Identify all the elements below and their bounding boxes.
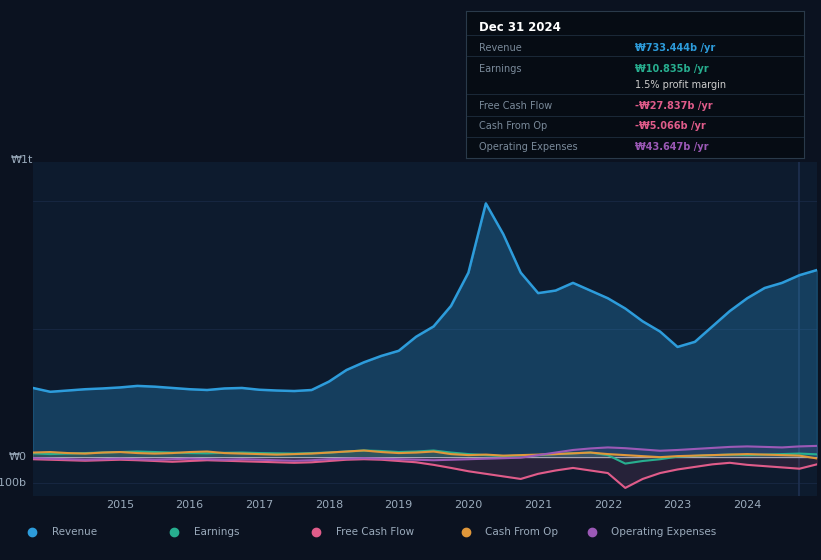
Text: Dec 31 2024: Dec 31 2024: [479, 21, 561, 35]
Text: -₩27.837b /yr: -₩27.837b /yr: [635, 101, 713, 111]
Text: ₩10.835b /yr: ₩10.835b /yr: [635, 64, 709, 74]
Text: Earnings: Earnings: [479, 64, 521, 74]
Text: ₩1t: ₩1t: [11, 155, 33, 165]
Text: 1.5% profit margin: 1.5% profit margin: [635, 80, 726, 90]
Text: Operating Expenses: Operating Expenses: [479, 142, 578, 152]
Text: ₩43.647b /yr: ₩43.647b /yr: [635, 142, 709, 152]
Text: Cash From Op: Cash From Op: [485, 527, 558, 537]
Text: Cash From Op: Cash From Op: [479, 122, 548, 131]
Text: Operating Expenses: Operating Expenses: [612, 527, 717, 537]
Text: Free Cash Flow: Free Cash Flow: [479, 101, 553, 111]
Text: Earnings: Earnings: [194, 527, 239, 537]
Text: Revenue: Revenue: [52, 527, 97, 537]
Text: -₩100b: -₩100b: [0, 478, 26, 488]
Text: Revenue: Revenue: [479, 44, 522, 53]
Text: ₩733.444b /yr: ₩733.444b /yr: [635, 44, 715, 53]
Text: -₩5.066b /yr: -₩5.066b /yr: [635, 122, 705, 131]
Text: ₩0: ₩0: [8, 452, 26, 462]
Text: Free Cash Flow: Free Cash Flow: [336, 527, 414, 537]
